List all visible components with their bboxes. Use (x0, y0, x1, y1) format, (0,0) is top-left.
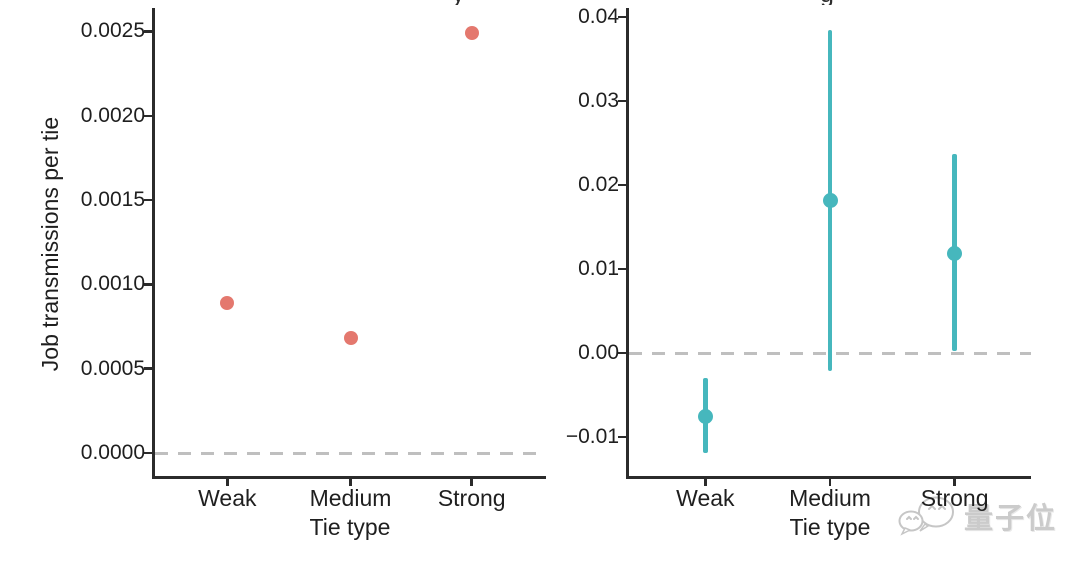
y-tick-left (144, 30, 152, 33)
data-point-left-strong (464, 26, 479, 41)
y-tick-label-left: 0.0005 (80, 356, 145, 380)
x-category-label-medium: Medium (309, 485, 392, 511)
y-tick-right (618, 435, 626, 439)
data-point-right-weak (697, 408, 713, 424)
y-tick-label-right: 0.04 (578, 4, 619, 28)
y-tick-left (144, 198, 152, 202)
x-category-label-strong: Strong (920, 485, 989, 511)
y-tick-label-left: 0.0000 (80, 441, 145, 465)
y-tick-label-left: 0.0020 (80, 103, 145, 127)
y-tick-label-right: −0.01 (565, 425, 619, 449)
watermark: 量子位 (898, 492, 1073, 540)
y-tick-left (144, 283, 152, 286)
data-point-right-strong (947, 245, 963, 261)
x-axis-title-right: Tie type (789, 514, 871, 540)
cropped-title-fragment-left: y (452, 0, 478, 5)
x-tick-right (704, 479, 707, 486)
y-tick-right (618, 351, 626, 355)
y-tick-label-right: 0.02 (578, 173, 619, 196)
x-tick-left (470, 479, 473, 486)
y-tick-left (144, 451, 152, 455)
y-tick-label-right: 0.03 (578, 88, 619, 112)
watermark-text: 量子位 (964, 503, 1058, 535)
data-point-left-medium (343, 331, 358, 346)
y-tick-right (618, 183, 626, 187)
x-axis-line-left (152, 476, 546, 479)
x-axis-line-right (626, 476, 1031, 479)
x-tick-right (828, 479, 832, 486)
x-category-label-medium: Medium (789, 485, 871, 511)
y-axis-line-left (152, 8, 155, 479)
x-tick-left (349, 479, 352, 486)
x-category-label-weak: Weak (198, 485, 257, 511)
y-tick-right (618, 99, 626, 103)
zero-reference-line-left (155, 451, 540, 455)
data-point-left-weak (220, 295, 235, 310)
y-tick-label-left: 0.0010 (80, 272, 145, 296)
y-tick-left (144, 114, 152, 118)
cropped-title-fragment-right: g (820, 0, 846, 5)
data-point-right-medium (822, 193, 838, 209)
x-category-label-strong: Strong (437, 485, 506, 511)
y-axis-line-right (626, 8, 629, 479)
x-tick-right (953, 479, 956, 486)
x-axis-title-left: Tie type (309, 514, 391, 540)
y-tick-right (618, 15, 626, 19)
y-tick-right (618, 267, 626, 271)
y-tick-label-right: 0.01 (578, 257, 619, 280)
y-tick-left (144, 367, 152, 370)
x-category-label-weak: Weak (676, 485, 735, 511)
y-tick-label-left: 0.0015 (80, 188, 145, 212)
x-tick-left (226, 479, 229, 486)
y-tick-label-left: 0.0025 (80, 19, 145, 43)
wechat-icon (898, 496, 954, 536)
y-tick-label-right: 0.00 (578, 341, 619, 364)
